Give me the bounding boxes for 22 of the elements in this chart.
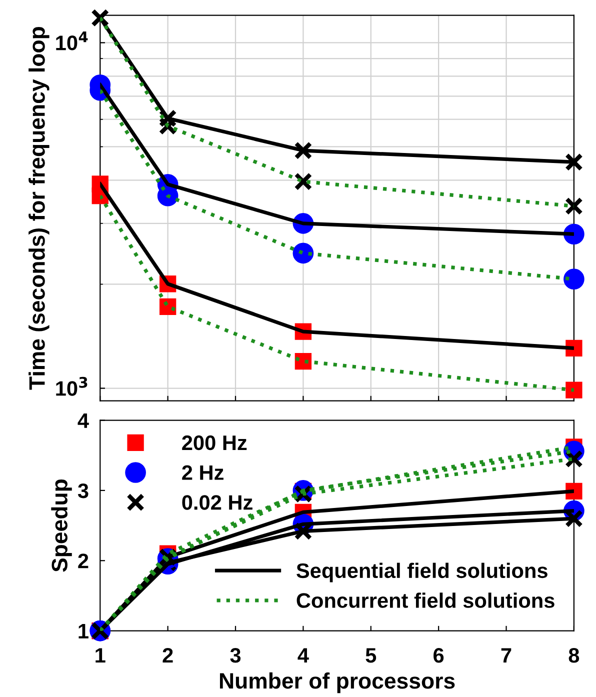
y-axis-title: Time (seconds) for frequency loop [28,27,50,390]
y-tick-label: 3 [78,483,88,498]
y-axis-title: Speedup [51,480,72,572]
y-tick-label: 4 [78,414,89,428]
legend-label: 200 Hz [182,435,247,450]
x-tick-label: 2 [162,648,173,663]
y-tick-label: 10$^{3}$ [56,376,88,396]
x-tick-label: 7 [501,648,512,663]
annotation: Sequential field solutions [296,562,548,582]
x-tick-label: 8 [568,648,580,663]
x-tick-label: 3 [230,648,241,663]
y-tick-label: 1 [78,624,88,638]
legend-label: 2 Hz [182,465,224,480]
x-tick-label: 6 [434,648,444,663]
x-tick-label: 4 [298,648,309,663]
legend-label: 0.02 Hz [182,495,252,510]
y-tick-label: 2 [78,554,88,568]
y-tick-label: 10$^{4}$ [56,31,88,50]
x-tick-label: 5 [366,648,376,663]
annotation: Concurrent field solutions [296,592,554,608]
x-axis-title: Number of processors [220,672,455,694]
x-tick-label: 1 [96,648,106,663]
